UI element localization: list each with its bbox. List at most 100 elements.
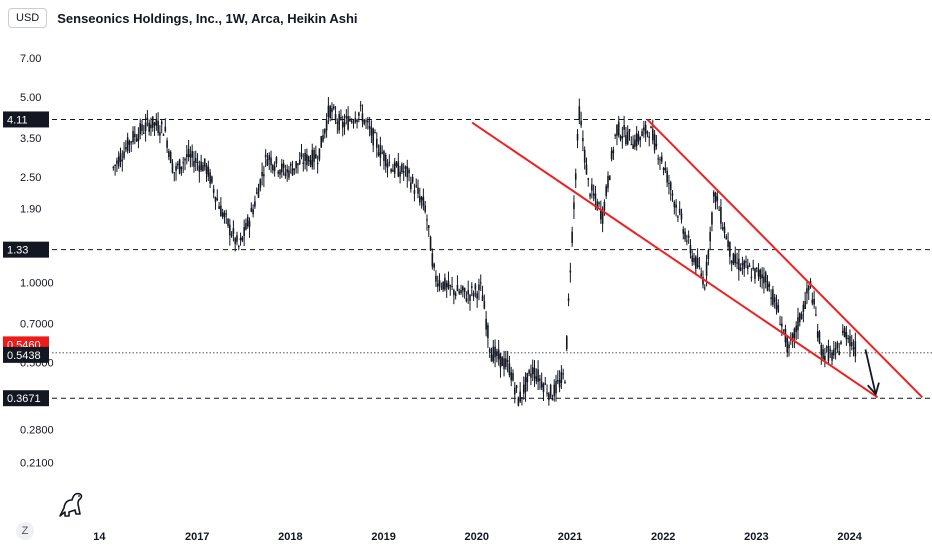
candle-body	[286, 169, 288, 173]
price-tag-bg	[3, 390, 49, 407]
candle-body	[451, 286, 453, 288]
y-tick-label: 0.2800	[20, 424, 54, 436]
candle-body	[356, 119, 358, 123]
candle-body	[734, 254, 737, 264]
candle-body	[481, 295, 484, 301]
candle-body	[234, 238, 236, 244]
candle-body	[790, 339, 792, 341]
candle-body	[743, 260, 746, 269]
candle-body	[141, 124, 143, 131]
candle-body	[194, 158, 197, 163]
candle-body	[189, 154, 192, 158]
candle-body	[315, 154, 317, 159]
x-tick-label: 2018	[278, 531, 302, 543]
candle-body	[750, 276, 753, 278]
candle-body	[533, 367, 536, 379]
candle-body	[126, 137, 129, 152]
candle-body	[487, 324, 489, 339]
candle-body	[619, 136, 622, 140]
candle-body	[259, 179, 262, 189]
candle-body	[250, 207, 253, 212]
candle-body	[384, 154, 387, 167]
candle-body	[838, 351, 841, 355]
candle-body	[836, 342, 839, 348]
candle-body	[850, 342, 853, 347]
candle-body	[119, 153, 122, 163]
candle-body	[302, 162, 305, 165]
currency-button[interactable]: USD	[8, 8, 48, 28]
candle-body	[112, 166, 115, 169]
candle-body	[669, 182, 672, 191]
candle-body	[702, 277, 704, 285]
trendline-2[interactable]	[646, 118, 924, 398]
candle-body	[755, 267, 758, 270]
candle-body	[329, 106, 331, 118]
candle-body	[196, 162, 199, 164]
candle-body	[239, 238, 242, 241]
y-tick-label: 1.90	[20, 203, 41, 215]
candle-body	[350, 120, 353, 123]
x-tick-label: 2024	[837, 531, 862, 543]
candle-body	[505, 358, 507, 368]
candle-body	[202, 165, 204, 172]
candle-body	[379, 144, 382, 158]
candle-body	[730, 260, 733, 263]
candle-body	[770, 297, 772, 299]
candle-body	[494, 346, 496, 358]
candle-body	[833, 349, 835, 356]
candle-body	[614, 134, 616, 136]
candle-body	[574, 173, 577, 180]
candle-body	[449, 285, 452, 287]
trendline-1[interactable]	[471, 121, 879, 399]
zoom-button[interactable]: Z	[16, 522, 34, 540]
candle-body	[539, 378, 541, 381]
y-tick-label: 3.50	[20, 133, 41, 145]
candle-body	[562, 373, 564, 375]
x-axis: 1420172018201920202021202220232024202	[93, 531, 862, 543]
candle-body	[691, 255, 694, 262]
candle-body	[207, 166, 210, 177]
candle-body	[567, 298, 570, 301]
candle-body	[513, 387, 516, 395]
candle-body	[564, 381, 566, 384]
candle-body	[675, 204, 677, 208]
projection-arrow[interactable]	[864, 349, 877, 395]
candle-body	[652, 128, 654, 141]
candle-body	[592, 193, 595, 196]
candle-body	[773, 297, 776, 303]
candle-body	[444, 278, 446, 290]
candle-body	[596, 201, 599, 210]
x-tick-label: 2021	[558, 531, 582, 543]
candle-body	[625, 135, 627, 145]
candle-body	[150, 124, 152, 129]
candle-body	[420, 197, 423, 201]
candle-body	[415, 185, 418, 187]
candle-body	[229, 224, 231, 236]
candle-body	[517, 397, 520, 406]
candle-body	[816, 331, 819, 338]
candle-body	[766, 281, 769, 291]
candle-body	[644, 124, 647, 135]
price-tag-label: 4.11	[7, 114, 28, 126]
candle-body	[166, 140, 168, 148]
candle-body	[241, 236, 244, 241]
candle-body	[134, 133, 136, 138]
candle-body	[467, 290, 469, 295]
candle-body	[354, 118, 357, 122]
candle-body	[146, 117, 149, 120]
candle-body	[641, 131, 643, 137]
candle-body	[847, 338, 849, 340]
candle-body	[499, 353, 502, 368]
candle-body	[142, 132, 145, 134]
candle-body	[322, 135, 324, 142]
candle-body	[508, 363, 511, 376]
candle-body	[650, 126, 652, 129]
candle-body	[678, 209, 681, 214]
candle-body	[225, 213, 228, 215]
candle-body	[546, 392, 548, 394]
candle-body	[324, 129, 326, 134]
y-tick-label: 2.50	[20, 172, 41, 184]
candle-body	[764, 272, 767, 282]
